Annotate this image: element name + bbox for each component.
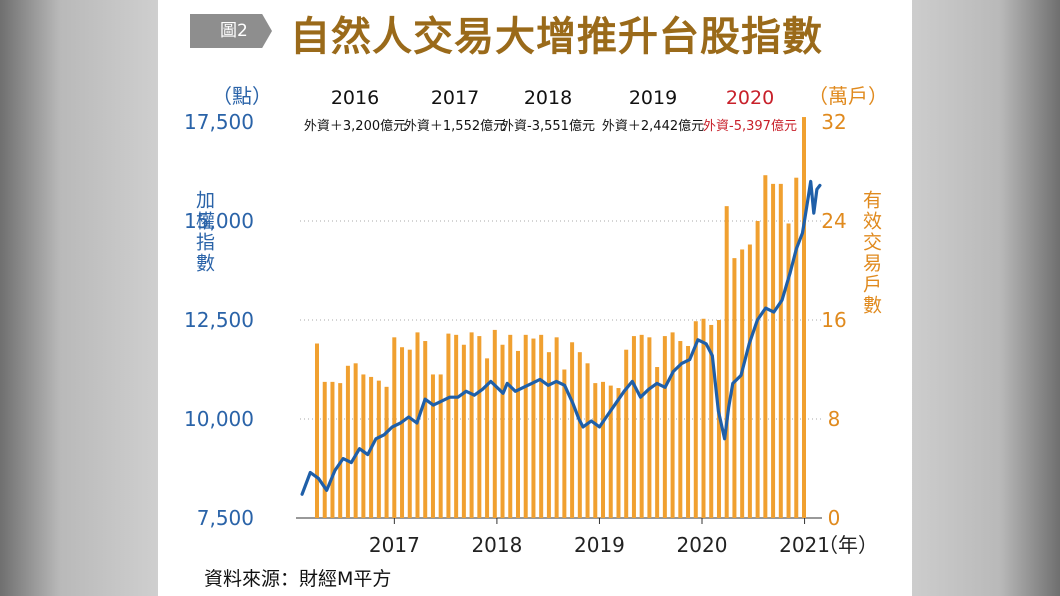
bar-active-accounts xyxy=(601,381,606,518)
annotation-foreign-flow: 外資＋2,442億元 xyxy=(602,118,704,134)
right-tick-label: 8 xyxy=(828,407,841,431)
annotation-foreign-flow: 外資＋1,552億元 xyxy=(404,118,506,134)
left-axis-label: 加權指數 xyxy=(193,190,215,274)
bar-active-accounts xyxy=(469,332,474,518)
bar-active-accounts xyxy=(477,336,482,518)
bar-active-accounts xyxy=(585,363,590,518)
bar-active-accounts xyxy=(778,183,783,518)
bar-active-accounts xyxy=(577,352,582,518)
right-tick-label: 0 xyxy=(828,506,841,530)
bar-active-accounts xyxy=(662,336,667,518)
bar-active-accounts xyxy=(500,344,505,518)
left-tick-label: 17,500 xyxy=(184,110,254,134)
bar-active-accounts xyxy=(523,334,528,518)
left-tick-label: 15,000 xyxy=(184,209,254,233)
annotation-foreign-flow: 外資-5,397億元 xyxy=(703,118,797,134)
bar-active-accounts xyxy=(361,374,366,518)
series-line-taiex xyxy=(300,179,822,496)
left-tick-label: 7,500 xyxy=(197,506,254,530)
bar-active-accounts xyxy=(786,223,791,518)
bar-active-accounts xyxy=(438,374,443,518)
bar-active-accounts xyxy=(686,345,691,518)
bar-active-accounts xyxy=(430,374,435,518)
bar-active-accounts xyxy=(330,381,335,518)
bar-active-accounts xyxy=(338,383,343,518)
bar-active-accounts xyxy=(647,337,652,518)
annotation-year: 2019 xyxy=(629,87,677,109)
left-tick-label: 10,000 xyxy=(184,407,254,431)
annotation-year: 2018 xyxy=(524,87,572,109)
x-tick-label: 2019 xyxy=(574,533,625,557)
bar-active-accounts xyxy=(515,350,520,518)
bar-active-accounts xyxy=(446,333,451,518)
annotation-foreign-flow: 外資＋3,200億元 xyxy=(304,118,406,134)
bar-active-accounts xyxy=(415,332,420,518)
bar-active-accounts xyxy=(384,386,389,518)
bar-active-accounts xyxy=(631,336,636,518)
bar-active-accounts xyxy=(639,334,644,518)
bar-active-accounts xyxy=(709,324,714,518)
x-axis-unit: （年） xyxy=(818,533,878,557)
bar-active-accounts xyxy=(322,381,327,518)
bar-active-accounts xyxy=(616,388,621,518)
bar-active-accounts xyxy=(508,334,513,518)
bar-active-accounts xyxy=(315,343,319,518)
left-tick-label: 12,500 xyxy=(184,308,254,332)
bar-active-accounts xyxy=(562,369,567,518)
bar-active-accounts xyxy=(570,342,575,518)
right-axis-label: 有效交易戶數 xyxy=(860,190,882,316)
x-tick-label: 2021 xyxy=(779,533,830,557)
bar-active-accounts xyxy=(593,383,598,518)
figure-badge: 圖2 xyxy=(190,14,272,48)
bar-active-accounts xyxy=(492,329,497,518)
bar-active-accounts xyxy=(763,175,768,518)
bar-active-accounts xyxy=(771,183,776,518)
bar-active-accounts xyxy=(345,365,350,518)
bar-active-accounts xyxy=(693,321,698,518)
bar-active-accounts xyxy=(539,334,544,518)
source-note: 資料來源：財經M平方 xyxy=(204,568,391,590)
annotation-year: 2016 xyxy=(331,87,379,109)
bar-active-accounts xyxy=(624,349,629,518)
bar-active-accounts xyxy=(794,177,799,518)
bar-active-accounts xyxy=(485,358,490,518)
bar-active-accounts xyxy=(724,206,729,518)
bar-active-accounts xyxy=(655,367,660,518)
bar-active-accounts xyxy=(802,117,806,519)
bar-active-accounts xyxy=(678,341,683,518)
right-tick-label: 24 xyxy=(821,209,846,233)
bar-active-accounts xyxy=(531,338,536,518)
bar-active-accounts xyxy=(747,244,752,518)
bar-active-accounts xyxy=(732,258,737,518)
chart-title: 自然人交易大增推升台股指數 xyxy=(290,13,823,60)
bar-active-accounts xyxy=(423,341,428,518)
chart-card: 圖2 自然人交易大增推升台股指數 xyxy=(158,0,912,596)
right-axis-unit: （萬戶） xyxy=(808,84,888,108)
x-tick-label: 2020 xyxy=(677,533,728,557)
bar-active-accounts xyxy=(353,363,358,518)
x-tick-label: 2017 xyxy=(369,533,420,557)
bar-active-accounts xyxy=(554,337,559,518)
bar-active-accounts xyxy=(701,318,706,518)
right-tick-label: 32 xyxy=(821,110,846,134)
right-tick-label: 16 xyxy=(821,308,846,332)
left-axis-unit: （點） xyxy=(212,84,272,108)
bar-active-accounts xyxy=(755,221,760,518)
bar-active-accounts xyxy=(546,352,551,518)
annotation-year: 2020 xyxy=(726,87,774,109)
bar-active-accounts xyxy=(608,385,613,518)
bar-active-accounts xyxy=(670,332,675,518)
bar-active-accounts xyxy=(740,249,745,518)
bar-active-accounts xyxy=(376,380,381,518)
bar-active-accounts xyxy=(407,349,412,518)
annotation-foreign-flow: 外資-3,551億元 xyxy=(501,118,595,134)
x-tick-label: 2018 xyxy=(471,533,522,557)
bar-active-accounts xyxy=(454,334,459,518)
bar-active-accounts xyxy=(400,347,405,518)
bar-active-accounts xyxy=(461,344,466,518)
annotation-year: 2017 xyxy=(431,87,479,109)
